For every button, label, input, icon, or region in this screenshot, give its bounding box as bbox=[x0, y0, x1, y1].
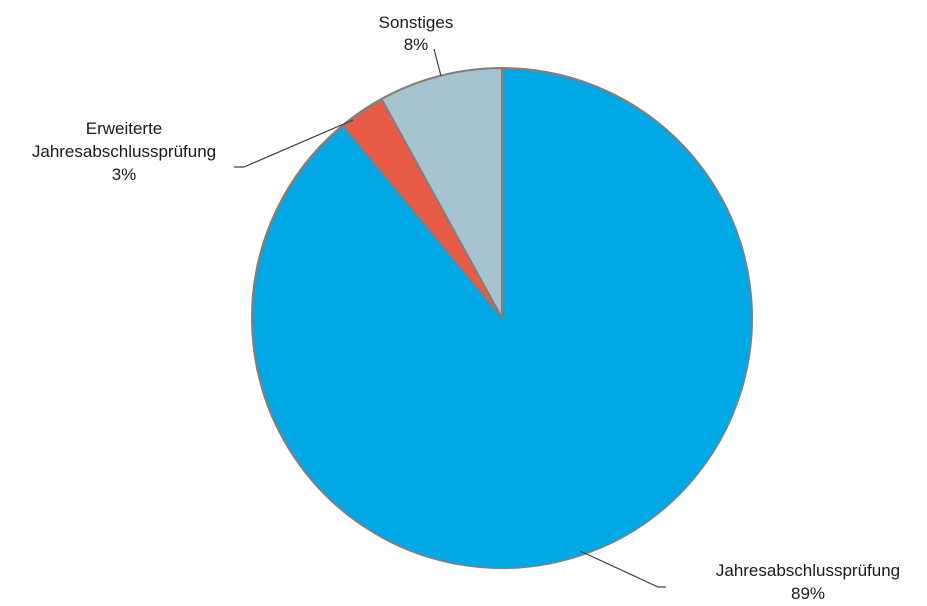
pie-slice-0 bbox=[251, 67, 753, 569]
slice-label-0: Jahresabschlussprüfung 89% bbox=[716, 561, 900, 601]
slice-label-2: Sonstiges 8% bbox=[379, 13, 454, 54]
slice-label-0-line-0: Jahresabschlussprüfung bbox=[716, 561, 900, 580]
leader-line-2 bbox=[433, 48, 442, 77]
slice-label-1-line-2: 3% bbox=[112, 165, 137, 184]
slice-labels: Jahresabschlussprüfung 89% Erweiterte Jahre… bbox=[32, 13, 900, 603]
slice-label-1-line-0: Erweiterte bbox=[86, 119, 163, 138]
pie-slices bbox=[251, 67, 753, 569]
leader-line-1 bbox=[234, 119, 354, 168]
slice-label-2-line-0: Sonstiges bbox=[379, 13, 454, 32]
pie-slice-2 bbox=[380, 67, 503, 319]
slice-label-2-line-1: 8% bbox=[404, 35, 429, 54]
slice-label-1: Erweiterte Jahresabschlussprüfung 3% bbox=[32, 119, 216, 184]
leader-lines bbox=[234, 48, 666, 588]
slice-label-0-line-1: 89% bbox=[791, 584, 825, 601]
slice-label-1-line-1: Jahresabschlussprüfung bbox=[32, 142, 216, 161]
leader-line-0 bbox=[579, 550, 666, 588]
